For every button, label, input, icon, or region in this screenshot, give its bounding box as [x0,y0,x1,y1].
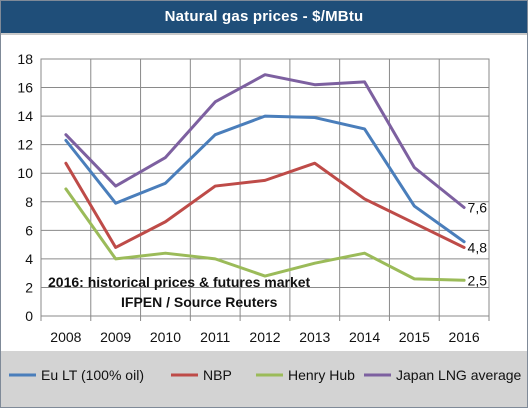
annotation-line: 2016: historical prices & futures market [48,274,311,290]
x-tick-label: 2010 [150,329,181,345]
series-lines [64,73,466,282]
annotation-line: IFPEN / Source Reuters [121,294,278,310]
legend-label: NBP [203,367,232,383]
x-tick-label: 2014 [349,329,380,345]
series-line [64,187,466,282]
y-tick-label: 4 [25,251,33,267]
chart-title: Natural gas prices - $/MBtu [164,8,364,25]
source-note: 2016: historical prices & futures market… [48,274,311,310]
title-bar: Natural gas prices - $/MBtu [1,1,527,35]
end-value-label: 4,8 [468,239,488,255]
legend: Eu LT (100% oil) NBP Henry Hub Japan LNG av… [9,367,522,383]
y-tick-label: 10 [17,165,33,181]
legend-bar [1,351,527,407]
y-tick-label: 14 [17,108,33,124]
x-tick-label: 2009 [100,329,131,345]
end-value-labels: 7,6 4,8 2,5 [468,199,488,288]
x-tick-label: 2012 [249,329,280,345]
y-tick-label: 16 [17,80,33,96]
end-value-label: 2,5 [468,272,488,288]
x-tick-label: 2016 [449,329,480,345]
end-value-label: 7,6 [468,199,488,215]
x-axis-ticks: 2008 2009 2010 2011 2012 2013 2014 2015 2016 [50,329,480,345]
x-tick-label: 2008 [50,329,81,345]
y-tick-label: 8 [25,194,33,210]
series-line [64,73,466,209]
series-line [64,161,466,249]
plot-area-border [40,58,490,317]
y-tick-label: 2 [25,279,33,295]
legend-label: Japan LNG average [396,367,522,383]
x-tick-label: 2013 [299,329,330,345]
y-tick-label: 0 [25,308,33,324]
y-tick-label: 6 [25,222,33,238]
x-tick-label: 2011 [200,329,230,345]
y-tick-label: 18 [17,51,33,67]
y-tick-label: 12 [17,137,33,153]
series-line [64,114,466,244]
y-axis-ticks: 0 2 4 6 8 10 12 14 16 18 [17,51,33,324]
legend-label: Eu LT (100% oil) [41,367,144,383]
legend-label: Henry Hub [288,367,355,383]
x-tick-label: 2015 [399,329,430,345]
